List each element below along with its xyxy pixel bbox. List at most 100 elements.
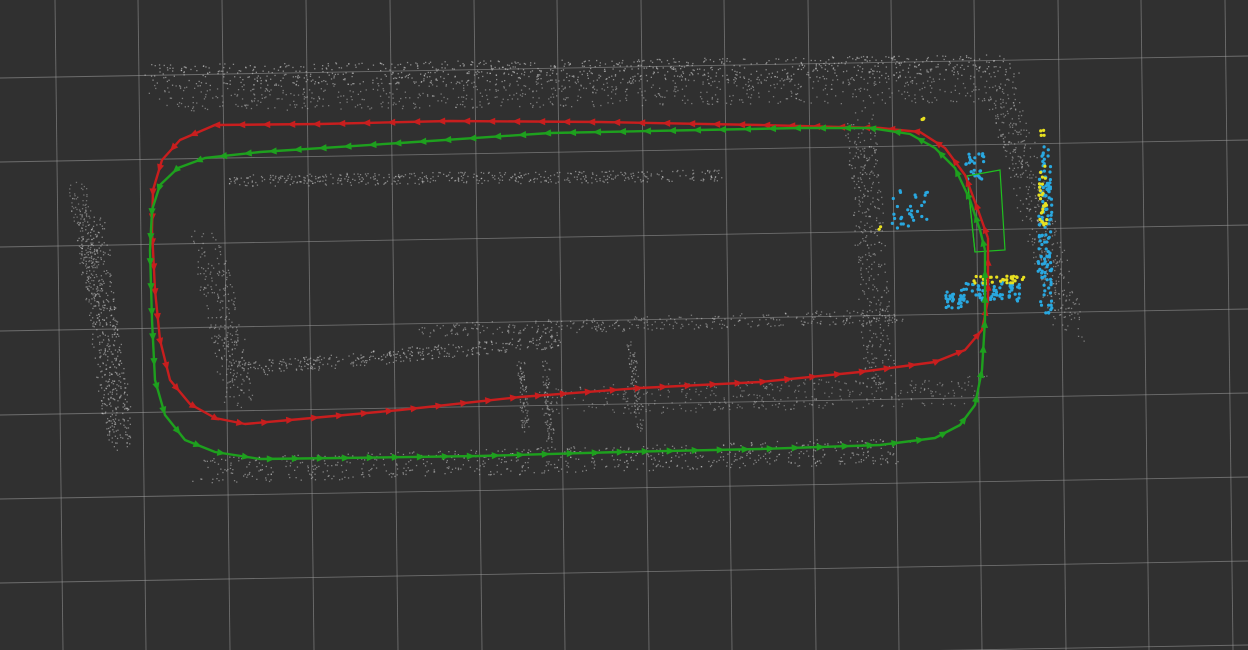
- trajectory-arrow: [684, 382, 693, 390]
- trajectory-arrow: [411, 118, 421, 126]
- trajectory-arrow: [686, 120, 696, 128]
- trajectory-arrow: [817, 124, 826, 132]
- trajectory-arrow: [692, 126, 702, 134]
- trajectory-arrow: [150, 263, 158, 272]
- trajectory-arrow: [310, 414, 320, 422]
- trajectory-arrow: [156, 337, 164, 347]
- trajectory-arrow: [634, 384, 643, 392]
- trajectory-arrow: [461, 117, 471, 125]
- trajectory-arrow: [932, 359, 942, 366]
- trajectory-arrow: [316, 454, 326, 462]
- trajectory-arrow: [486, 117, 496, 125]
- trajectory-arrow: [243, 149, 253, 157]
- trajectory-arrow: [892, 129, 902, 137]
- trajectory-arrow: [416, 453, 426, 461]
- trajectory-arrow: [418, 137, 427, 145]
- trajectory-arrow: [172, 164, 182, 174]
- trajectory-arrow: [542, 129, 552, 137]
- trajectory-arrow: [938, 431, 948, 439]
- trajectory-arrow: [170, 142, 179, 152]
- trajectory-arrow: [236, 121, 246, 129]
- trajectory-arrow: [792, 124, 802, 132]
- grid-line: [0, 392, 1248, 416]
- trajectory-arrow: [742, 125, 752, 133]
- trajectory-arrow: [566, 449, 576, 458]
- trajectory-arrow: [435, 402, 444, 410]
- trajectory-arrow: [212, 121, 221, 129]
- trajectory-arrow: [241, 452, 251, 460]
- trajectory-arrow: [366, 454, 376, 462]
- trajectory-arrow: [666, 447, 675, 455]
- trajectory-arrow: [393, 139, 402, 147]
- trajectory-arrow: [659, 383, 668, 391]
- trajectory-arrow: [952, 157, 960, 167]
- trajectory-arrow: [146, 258, 154, 267]
- grid-line: [0, 560, 1248, 584]
- grid-line: [221, 0, 231, 650]
- trajectory-arrow: [915, 436, 925, 444]
- trajectory-arrow: [641, 447, 650, 456]
- trajectory-arrow: [980, 238, 988, 247]
- trajectory-arrow: [791, 444, 800, 452]
- trajectory-arrow: [842, 124, 851, 132]
- trajectory-arrow: [152, 381, 160, 391]
- trajectory-arrow: [336, 119, 346, 128]
- trajectory-arrow: [150, 357, 158, 367]
- trajectory-arrow: [609, 386, 619, 394]
- trajectory-arrow: [536, 118, 546, 126]
- trajectory-arrow: [916, 137, 926, 145]
- trajectory-arrow: [766, 445, 775, 453]
- trajectory-arrow: [716, 446, 725, 454]
- trajectory-arrow: [360, 409, 370, 418]
- trajectory-arrow: [761, 121, 771, 129]
- trajectory-arrow: [491, 452, 501, 460]
- trajectory-arrow: [908, 361, 917, 370]
- trajectory-arrow: [955, 349, 965, 357]
- trajectory-arrow: [153, 312, 161, 322]
- trajectory-arrow: [484, 397, 494, 405]
- trajectory-arrow: [216, 448, 226, 456]
- trajectory-arrow: [883, 365, 893, 373]
- trajectory-arrow: [210, 413, 220, 421]
- trajectory-arrow: [958, 415, 967, 425]
- grid-line: [137, 0, 147, 650]
- grid-line: [1057, 0, 1067, 650]
- trajectory-arrow: [149, 188, 157, 197]
- trajectory-arrow: [291, 455, 301, 463]
- trajectory-arrow: [784, 375, 793, 384]
- grid-line: [973, 0, 983, 650]
- trajectory-arrow: [467, 134, 477, 142]
- trajectory-arrow: [235, 418, 245, 426]
- trajectory-arrow: [151, 288, 159, 297]
- trajectory-arrow: [584, 388, 594, 396]
- trajectory-arrow: [266, 455, 276, 463]
- trajectory-arrow: [759, 378, 768, 386]
- grid-line: [807, 0, 817, 650]
- trajectory-arrow: [972, 393, 980, 403]
- trajectory-arrow: [343, 142, 352, 150]
- trajectory-arrow: [157, 163, 165, 173]
- grid-line: [0, 55, 1248, 79]
- trajectory-arrow: [147, 283, 155, 292]
- trajectory-arrow: [616, 448, 626, 456]
- trajectory-arrow: [188, 401, 198, 409]
- grid-line: [890, 0, 900, 650]
- grid-line: [1224, 0, 1234, 650]
- trajectory-arrow: [661, 119, 671, 127]
- grid-line: [0, 139, 1248, 163]
- grid-line: [0, 308, 1248, 332]
- trajectory-arrow: [194, 155, 204, 163]
- grid-line: [0, 224, 1248, 248]
- trajectory-arrow: [911, 128, 921, 136]
- trajectory-arrow: [391, 453, 401, 461]
- point-cloud: [69, 54, 1085, 484]
- trajectory-arrow: [866, 441, 875, 450]
- trajectory-arrow: [361, 119, 371, 127]
- trajectory-arrow: [592, 128, 602, 136]
- trajectory-arrow: [841, 442, 850, 450]
- trajectory-arrow: [636, 119, 646, 127]
- trajectory-arrow: [492, 132, 502, 140]
